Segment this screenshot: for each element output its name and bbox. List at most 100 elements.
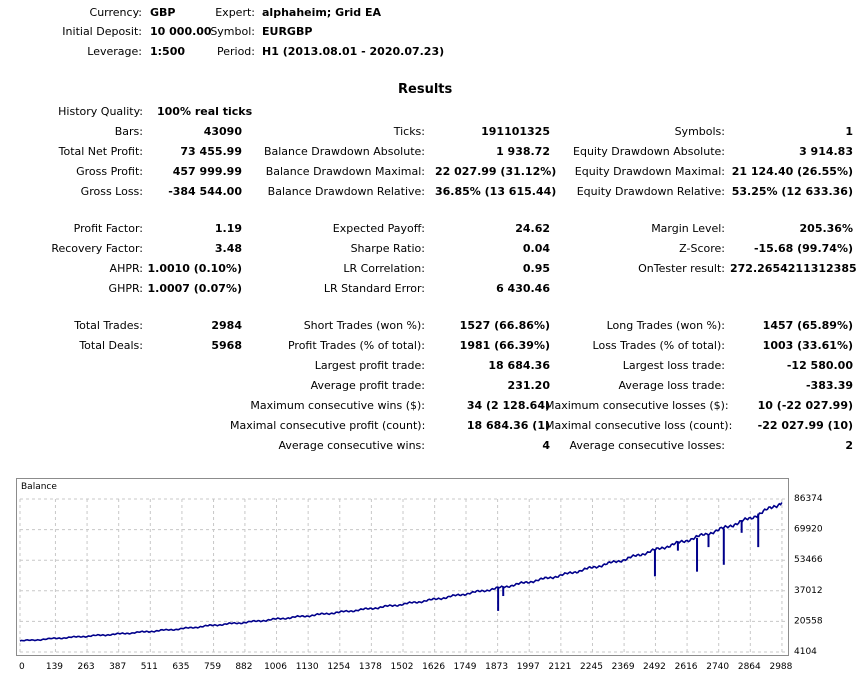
x-tick-label: 263 bbox=[77, 662, 94, 672]
stat-label: Margin Level: bbox=[651, 222, 725, 235]
x-tick-label: 1626 bbox=[422, 662, 445, 672]
stat-label: Total Net Profit: bbox=[58, 145, 143, 158]
stat-label: Short Trades (won %): bbox=[303, 319, 425, 332]
stat-value: 6 430.46 bbox=[496, 282, 550, 295]
leverage-value: 1:500 bbox=[150, 45, 186, 58]
stat-value: -12 580.00 bbox=[786, 359, 853, 372]
stat-value: 21 124.40 (26.55%) bbox=[731, 165, 853, 178]
stat-label: Ticks: bbox=[393, 125, 425, 138]
stat-value: 2 bbox=[845, 439, 853, 452]
symbol-label: Symbol: bbox=[210, 25, 255, 38]
stat-label: Gross Loss: bbox=[80, 185, 143, 198]
balance-chart-svg bbox=[19, 498, 785, 653]
period-value: H1 (2013.08.01 - 2020.07.23) bbox=[262, 45, 445, 58]
stat-value: 191101325 bbox=[481, 125, 550, 138]
stat-label: Maximal consecutive loss (count): bbox=[545, 419, 733, 432]
stat-label: Total Deals: bbox=[79, 339, 143, 352]
y-tick-label: 53466 bbox=[794, 555, 823, 565]
stat-value: 5968 bbox=[211, 339, 242, 352]
initial-deposit-label: Initial Deposit: bbox=[62, 25, 142, 38]
stat-label: LR Correlation: bbox=[343, 262, 425, 275]
x-tick-label: 882 bbox=[235, 662, 252, 672]
stat-label: Largest loss trade: bbox=[622, 359, 725, 372]
currency-label: Currency: bbox=[89, 6, 142, 19]
y-tick-label: 69920 bbox=[794, 525, 823, 535]
x-tick-label: 2369 bbox=[612, 662, 635, 672]
stat-label: Equity Drawdown Absolute: bbox=[573, 145, 725, 158]
expert-value: alphaheim; Grid EA bbox=[262, 6, 382, 19]
stat-label: Profit Trades (% of total): bbox=[287, 339, 425, 352]
stat-value: 205.36% bbox=[799, 222, 853, 235]
y-tick-label: 20558 bbox=[794, 616, 823, 626]
stat-label: Expected Payoff: bbox=[332, 222, 425, 235]
stat-value: 18 684.36 (1) bbox=[466, 419, 550, 432]
x-tick-label: 1997 bbox=[517, 662, 540, 672]
stat-label: Z-Score: bbox=[679, 242, 725, 255]
stat-value: 3 914.83 bbox=[799, 145, 853, 158]
stat-value: 10 (-22 027.99) bbox=[757, 399, 853, 412]
stat-label: Balance Drawdown Maximal: bbox=[265, 165, 425, 178]
x-tick-label: 511 bbox=[141, 662, 158, 672]
stat-value: -15.68 (99.74%) bbox=[753, 242, 853, 255]
x-tick-label: 635 bbox=[172, 662, 189, 672]
stat-label: Symbols: bbox=[674, 125, 725, 138]
x-tick-label: 139 bbox=[46, 662, 63, 672]
stat-label: OnTester result: bbox=[638, 262, 725, 275]
stat-label: Equity Drawdown Relative: bbox=[576, 185, 725, 198]
stat-value: 3.48 bbox=[214, 242, 242, 255]
stat-value: 1 938.72 bbox=[496, 145, 550, 158]
stat-label: Total Trades: bbox=[74, 319, 143, 332]
stat-value: 231.20 bbox=[507, 379, 550, 392]
x-tick-label: 1502 bbox=[391, 662, 414, 672]
stat-value: 0.95 bbox=[522, 262, 550, 275]
stat-value: 1457 (65.89%) bbox=[762, 319, 853, 332]
stat-value: -384 544.00 bbox=[168, 185, 242, 198]
stat-value: 22 027.99 (31.12%) bbox=[435, 165, 557, 178]
chart-grid bbox=[19, 498, 785, 653]
stat-label: Maximal consecutive profit (count): bbox=[230, 419, 426, 432]
x-tick-label: 2616 bbox=[675, 662, 698, 672]
stat-label: Equity Drawdown Maximal: bbox=[574, 165, 725, 178]
x-tick-label: 0 bbox=[19, 662, 25, 672]
stat-value: 457 999.99 bbox=[172, 165, 242, 178]
x-tick-label: 2492 bbox=[643, 662, 666, 672]
stat-label: Maximum consecutive losses ($): bbox=[545, 399, 729, 412]
stat-label: Profit Factor: bbox=[73, 222, 143, 235]
x-tick-label: 2988 bbox=[769, 662, 792, 672]
stat-value: 1.0007 (0.07%) bbox=[147, 282, 243, 295]
stat-value: 0.04 bbox=[522, 242, 550, 255]
stat-value: 36.85% (13 615.44) bbox=[435, 185, 557, 198]
y-tick-label: 4104 bbox=[794, 647, 817, 657]
history-quality-label: History Quality: bbox=[58, 105, 143, 118]
leverage-label: Leverage: bbox=[87, 45, 142, 58]
results-title: Results bbox=[398, 82, 453, 97]
x-axis-ticks: 0 139 263 387 511 635 759 882 1006 1130 1254 1378 15… bbox=[19, 662, 793, 672]
stat-label: Loss Trades (% of total): bbox=[592, 339, 725, 352]
stat-value: 1003 (33.61%) bbox=[762, 339, 853, 352]
currency-value: GBP bbox=[150, 6, 176, 19]
stat-label: Balance Drawdown Absolute: bbox=[263, 145, 425, 158]
stat-label: Average loss trade: bbox=[618, 379, 725, 392]
stat-value: 53.25% (12 633.36) bbox=[731, 185, 853, 198]
x-tick-label: 2740 bbox=[706, 662, 729, 672]
x-tick-label: 2121 bbox=[548, 662, 571, 672]
y-tick-label: 37012 bbox=[794, 586, 823, 596]
stat-value: 1 bbox=[845, 125, 853, 138]
stat-label: Gross Profit: bbox=[76, 165, 143, 178]
x-tick-label: 1378 bbox=[359, 662, 382, 672]
initial-deposit-value: 10 000.00 bbox=[150, 25, 212, 38]
chart-title: Balance bbox=[21, 482, 57, 492]
stat-label: Average consecutive wins: bbox=[278, 439, 425, 452]
stat-label: Maximum consecutive wins ($): bbox=[250, 399, 425, 412]
stat-value: 1.0010 (0.10%) bbox=[147, 262, 243, 275]
period-label: Period: bbox=[216, 45, 255, 58]
stat-value: 4 bbox=[542, 439, 550, 452]
x-tick-label: 1006 bbox=[264, 662, 287, 672]
balance-line bbox=[19, 502, 783, 642]
x-tick-label: 1749 bbox=[454, 662, 477, 672]
stat-value: 1527 (66.86%) bbox=[459, 319, 550, 332]
stat-value: 43090 bbox=[203, 125, 242, 138]
stat-value: 1981 (66.39%) bbox=[459, 339, 550, 352]
stat-value: 2984 bbox=[211, 319, 242, 332]
stat-value: -383.39 bbox=[805, 379, 853, 392]
